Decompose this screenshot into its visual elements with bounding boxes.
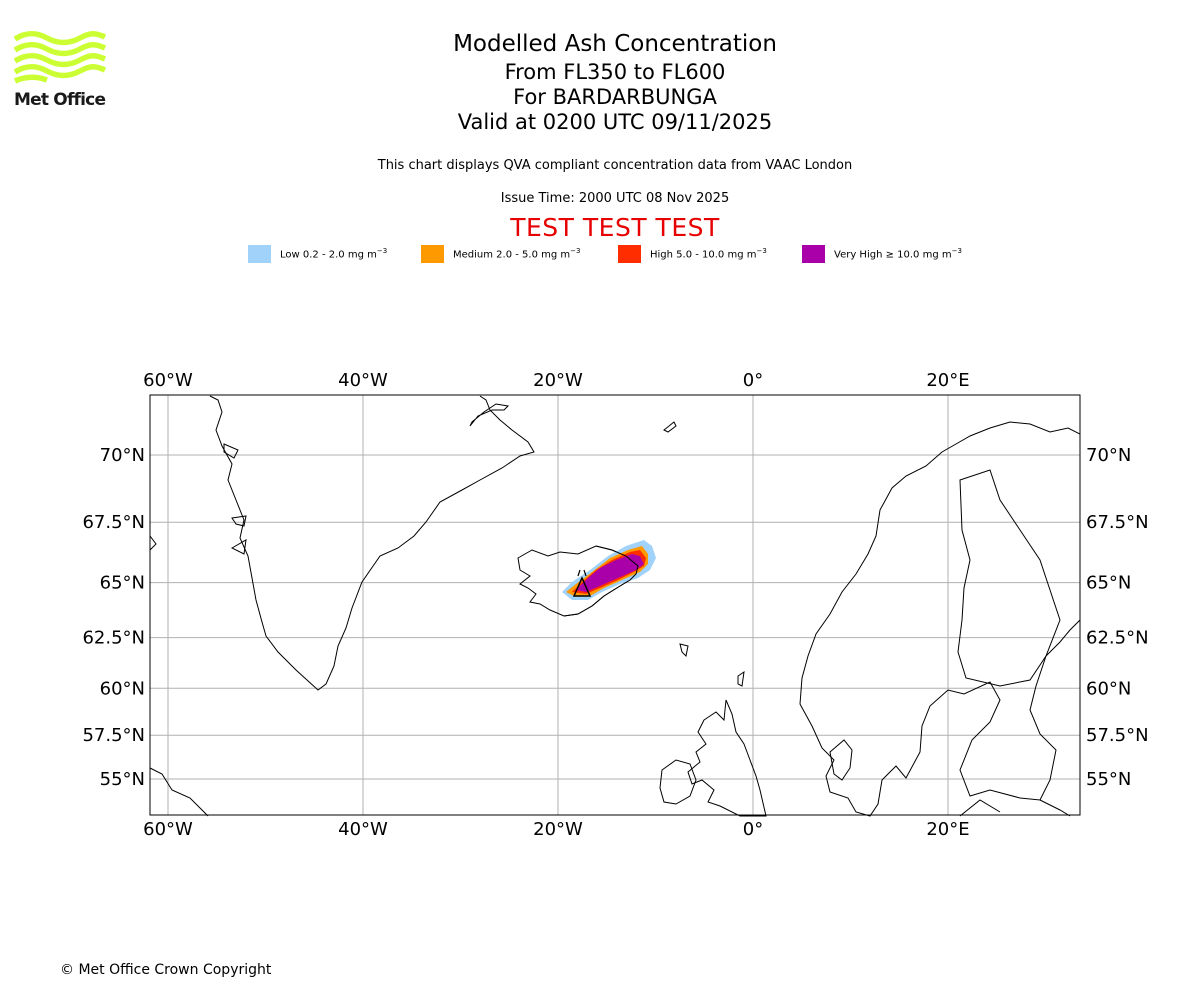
lon-tick-label-top: 0°: [743, 370, 763, 391]
greenland-fjord-1: [223, 443, 239, 459]
lon-tick-label-bottom: 20°E: [926, 819, 969, 840]
lon-tick-label-top: 20°W: [533, 370, 583, 391]
lat-tick-label-right: 67.5°N: [1086, 512, 1149, 533]
legend-label-high: High 5.0 - 10.0 mg m−3: [650, 247, 767, 261]
map-coastlines: [149, 395, 1081, 817]
greenland-fjord-3: [230, 539, 247, 555]
lon-tick-label-bottom: 20°W: [533, 819, 583, 840]
scandinavia-coastline: [799, 421, 1081, 817]
jan-mayen-coastline: [663, 421, 677, 433]
logo-text: Met Office: [14, 90, 106, 110]
finland-border: [957, 469, 1061, 687]
greenland-coastline: [209, 395, 535, 691]
chart-description: This chart displays QVA compliant concen…: [377, 158, 853, 173]
labrador-coastline: [149, 767, 209, 817]
legend-swatch-medium: [421, 245, 444, 263]
lat-tick-label-left: 60°N: [100, 678, 145, 699]
greenland-fjord-2: [231, 515, 247, 527]
shetland-islands: [737, 670, 745, 687]
great-britain-coastline: [687, 699, 767, 817]
lat-tick-label-right: 57.5°N: [1086, 725, 1149, 746]
legend-label-medium: Medium 2.0 - 5.0 mg m−3: [453, 247, 581, 261]
met-office-waves-icon: [13, 30, 107, 84]
legend-label-very-high: Very High ≥ 10.0 mg m−3: [834, 247, 962, 261]
ash-concentration-map: 60°W 60°W 40°W 40°W 20°W 20°W 0° 0° 20°E 20°E 70°N…: [82, 370, 1148, 840]
iceland-coastline-overlay: [563, 545, 639, 617]
flight-levels: From FL350 to FL600: [504, 60, 726, 84]
valid-time: Valid at 0200 UTC 09/11/2025: [457, 110, 773, 134]
lat-tick-label-left: 57.5°N: [82, 725, 145, 746]
volcano-marker-icon: [572, 569, 592, 597]
lat-tick-label-right: 62.5°N: [1086, 628, 1149, 649]
legend-swatch-very-high: [802, 245, 825, 263]
lat-tick-label-left: 70°N: [100, 445, 145, 466]
legend-item-low: Low 0.2 - 2.0 mg m−3: [248, 244, 387, 264]
greenland-inlet: [469, 403, 510, 427]
lat-tick-label-left: 55°N: [100, 769, 145, 790]
legend-swatch-high: [618, 245, 641, 263]
legend-item-high: High 5.0 - 10.0 mg m−3: [618, 244, 767, 264]
lon-tick-label-bottom: 40°W: [338, 819, 388, 840]
chart-title: Modelled Ash Concentration: [453, 31, 777, 57]
lat-tick-label-left: 65°N: [100, 573, 145, 594]
map-tick-labels: 60°W 60°W 40°W 40°W 20°W 20°W 0° 0° 20°E 20°E 70°N…: [82, 370, 1148, 840]
lon-tick-label-top: 20°E: [926, 370, 969, 391]
legend-swatch-low: [248, 245, 271, 263]
legend-item-very-high: Very High ≥ 10.0 mg m−3: [802, 244, 962, 264]
copyright-text: © Met Office Crown Copyright: [60, 962, 272, 978]
denmark-coastline: [829, 739, 853, 781]
concentration-legend: Low 0.2 - 2.0 mg m−3 Medium 2.0 - 5.0 mg…: [0, 244, 1200, 264]
map-frame: [149, 394, 1081, 816]
legend-item-medium: Medium 2.0 - 5.0 mg m−3: [421, 244, 580, 264]
map-gridlines: [150, 395, 1080, 815]
test-banner: TEST TEST TEST: [510, 213, 720, 242]
lat-tick-label-right: 65°N: [1086, 573, 1131, 594]
lat-tick-label-left: 67.5°N: [82, 512, 145, 533]
issue-time: Issue Time: 2000 UTC 08 Nov 2025: [500, 191, 730, 206]
volcano-name: For BARDARBUNGA: [513, 85, 717, 109]
chart-title-block: Modelled Ash Concentration From FL350 to…: [0, 28, 1200, 135]
ash-level-very-high: [576, 554, 644, 592]
baffin-island-coastline: [149, 535, 157, 551]
met-office-logo: Met Office: [13, 30, 114, 114]
baltic-coast: [959, 799, 1071, 817]
lat-tick-label-left: 62.5°N: [82, 628, 145, 649]
lon-tick-label-bottom: 60°W: [143, 819, 193, 840]
lon-tick-label-top: 60°W: [143, 370, 193, 391]
lat-tick-label-right: 55°N: [1086, 769, 1131, 790]
lon-tick-label-bottom: 0°: [743, 819, 763, 840]
lat-tick-label-right: 60°N: [1086, 678, 1131, 699]
legend-label-low: Low 0.2 - 2.0 mg m−3: [280, 247, 388, 261]
lon-tick-label-top: 40°W: [338, 370, 388, 391]
lat-tick-label-right: 70°N: [1086, 445, 1131, 466]
faroe-islands: [679, 643, 689, 658]
ireland-coastline: [659, 759, 697, 805]
